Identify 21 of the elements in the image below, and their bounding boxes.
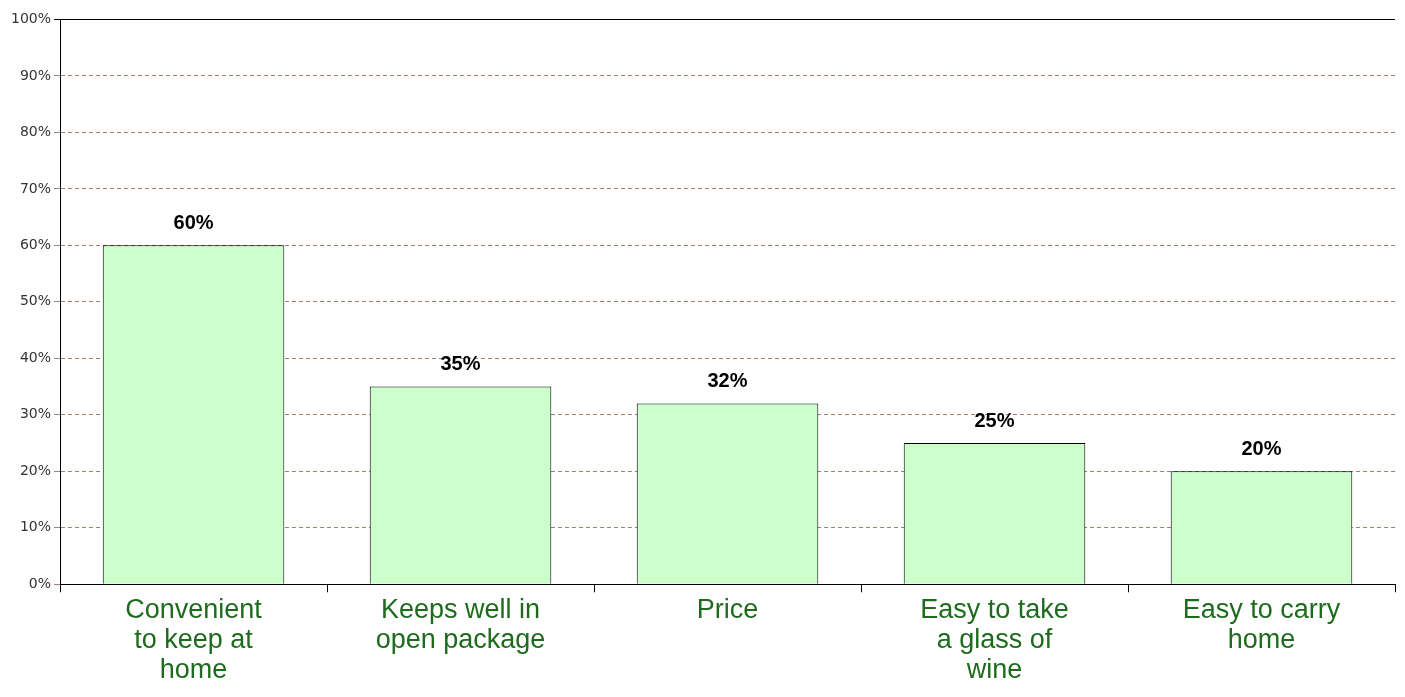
y-tick-label: 70%: [19, 179, 52, 196]
x-tick-label: Easy to take a glass of wine: [920, 593, 1069, 685]
data-label: 25%: [974, 408, 1015, 431]
y-tick-label: 50%: [19, 292, 52, 309]
y-tick-label: 30%: [19, 405, 52, 422]
y-tick-label: 80%: [19, 123, 52, 140]
y-tick-label: 60%: [19, 235, 52, 252]
x-tick-label: Price: [696, 593, 759, 624]
y-tick-label: 100%: [10, 10, 52, 27]
data-label: 32%: [707, 369, 748, 392]
data-label: 20%: [1241, 436, 1282, 459]
y-tick-label: 10%: [19, 518, 52, 535]
y-tick-label: 90%: [19, 66, 52, 83]
x-tick-label: Easy to carry home: [1182, 593, 1341, 655]
x-tick-label: Keeps well in open package: [375, 593, 546, 655]
data-label: 60%: [173, 210, 214, 233]
x-tick-label: Convenient to keep at home: [125, 593, 263, 685]
data-label: 35%: [440, 352, 481, 375]
y-tick-label: 40%: [19, 348, 52, 365]
y-tick-label: 20%: [19, 461, 52, 478]
y-tick-label: 0%: [28, 574, 52, 591]
